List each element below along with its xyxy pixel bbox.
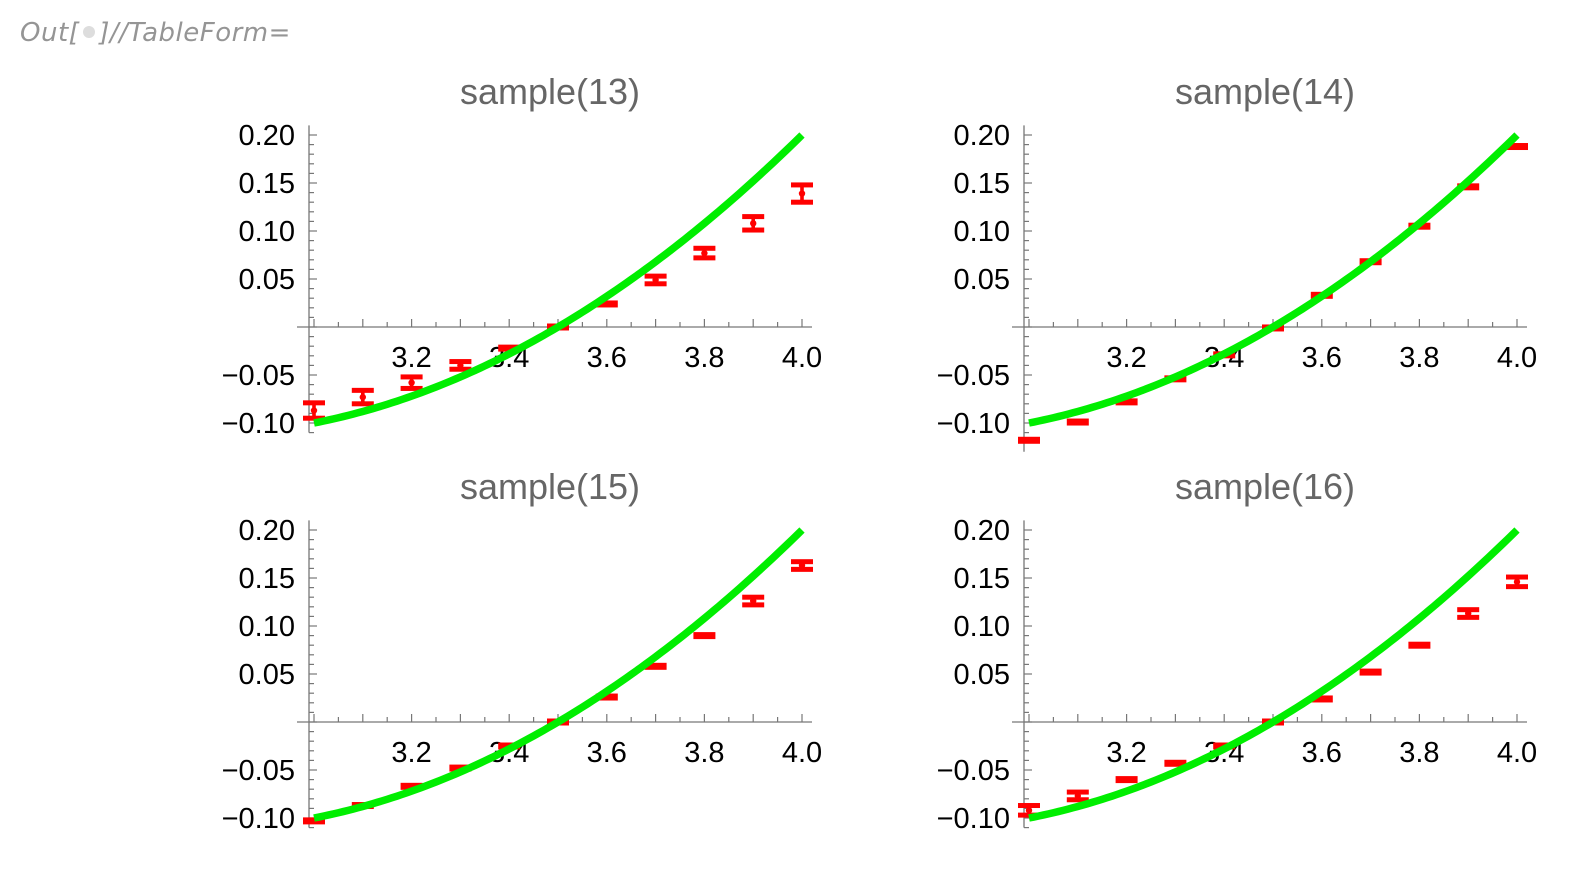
fit-curve xyxy=(313,527,805,822)
x-tick-label: 3.8 xyxy=(684,342,724,374)
y-tick-label: 0.20 xyxy=(954,120,1010,152)
chart-title: sample(16) xyxy=(1174,466,1356,507)
x-tick-label: 4.0 xyxy=(1497,342,1537,374)
error-bar-point xyxy=(1115,776,1138,784)
error-bar-point xyxy=(791,559,813,572)
y-tick-label: 0.10 xyxy=(239,611,295,643)
y-tick-label: 0.20 xyxy=(239,120,295,152)
x-tick-label: 3.2 xyxy=(391,737,431,769)
error-bar-point xyxy=(498,344,521,352)
error-bar-point xyxy=(400,782,423,790)
error-bar-point xyxy=(400,374,423,391)
error-bar-point xyxy=(1066,789,1089,803)
error-bar-point xyxy=(303,817,325,825)
y-tick-label: 0.05 xyxy=(239,659,295,691)
y-tick-label: 0.15 xyxy=(954,168,1010,200)
error-bar-point xyxy=(742,214,765,233)
y-tick-label: 0.05 xyxy=(954,264,1010,296)
y-tick-label: 0.05 xyxy=(954,659,1010,691)
error-bar-point xyxy=(791,182,813,205)
data-points xyxy=(303,182,813,421)
x-tick-label: 3.2 xyxy=(1106,737,1146,769)
x-tick-label: 3.6 xyxy=(1302,342,1342,374)
data-points xyxy=(1018,143,1528,444)
out-suffix: ]//TableForm= xyxy=(99,18,291,48)
y-tick-label: −0.05 xyxy=(937,360,1010,392)
error-bar-point xyxy=(595,693,618,701)
y-tick-label: −0.10 xyxy=(937,408,1010,440)
error-bar-point xyxy=(1115,398,1138,406)
fit-curve xyxy=(1028,132,1520,427)
x-tick-label: 3.8 xyxy=(684,737,724,769)
error-bar-point xyxy=(1164,759,1187,767)
error-bar-point xyxy=(644,662,667,670)
error-bar-point xyxy=(1310,695,1333,703)
fit-curve xyxy=(313,132,805,427)
y-tick-label: −0.10 xyxy=(222,803,295,835)
data-points xyxy=(303,559,813,825)
y-tick-label: −0.10 xyxy=(937,803,1010,835)
chart-title: sample(15) xyxy=(459,466,641,507)
output-cell-label: Out[ ]//TableForm= xyxy=(20,18,291,48)
x-tick-label: 4.0 xyxy=(782,737,822,769)
x-tick-label: 3.2 xyxy=(391,342,431,374)
y-tick-label: 0.10 xyxy=(954,216,1010,248)
x-tick-label: 3.8 xyxy=(1399,342,1439,374)
error-bar-point xyxy=(1457,183,1480,191)
chart-title: sample(13) xyxy=(459,71,641,112)
error-bar-point xyxy=(595,300,618,308)
error-bar-point xyxy=(742,594,765,608)
cell-index-placeholder-icon xyxy=(83,25,96,38)
y-tick-label: −0.05 xyxy=(222,755,295,787)
x-tick-label: 3.6 xyxy=(1302,737,1342,769)
x-tick-label: 3.6 xyxy=(587,737,627,769)
chart-panel-sample-14: sample(14) 0.20 0.15 0.10 0.05 −0.05 −0.10 3.2… xyxy=(915,65,1593,460)
y-tick-label: −0.10 xyxy=(222,408,295,440)
error-bar-point xyxy=(351,387,374,407)
error-bar-point xyxy=(1457,607,1480,620)
chart-svg: 0.200.150.100.05−0.05−0.103.23.43.63.84.… xyxy=(937,120,1537,452)
y-tick-label: 0.05 xyxy=(239,264,295,296)
chart-panel-sample-15: sample(15) 0.20 0.15 0.10 0.05 −0.05 −0.10 3.2… xyxy=(200,460,900,855)
y-tick-label: 0.15 xyxy=(239,168,295,200)
chart-panel-sample-13: sample(13) 0.20 0.15 0.10 0.05 −0.05 −0.10 3.2… xyxy=(200,65,900,460)
x-tick-label: 3.6 xyxy=(587,342,627,374)
error-bar-point xyxy=(449,359,472,372)
x-tick-label: 3.2 xyxy=(1106,342,1146,374)
out-prefix: Out[ xyxy=(20,18,80,48)
error-bar-point xyxy=(1018,436,1040,444)
error-bar-point xyxy=(693,632,716,640)
x-tick-label: 3.8 xyxy=(1399,737,1439,769)
error-bar-point xyxy=(644,273,667,287)
y-tick-label: 0.10 xyxy=(954,611,1010,643)
error-bar-point xyxy=(1506,574,1528,590)
y-tick-label: 0.10 xyxy=(239,216,295,248)
chart-title: sample(14) xyxy=(1174,71,1356,112)
error-bar-point xyxy=(693,245,716,261)
error-bar-point xyxy=(1408,641,1431,649)
x-tick-label: 4.0 xyxy=(1497,737,1537,769)
y-tick-label: 0.15 xyxy=(954,563,1010,595)
y-tick-label: −0.05 xyxy=(937,755,1010,787)
y-tick-label: 0.20 xyxy=(239,515,295,547)
fit-curve xyxy=(1028,527,1520,822)
chart-panel-sample-16: sample(16) 0.20 0.15 0.10 0.05 −0.05 −0.10 3.2… xyxy=(915,460,1593,855)
x-tick-label: 4.0 xyxy=(782,342,822,374)
error-bar-point xyxy=(303,400,325,421)
y-tick-label: 0.15 xyxy=(239,563,295,595)
axes: 0.200.150.100.05−0.05−0.103.23.43.63.84.… xyxy=(937,120,1537,452)
error-bar-point xyxy=(1066,418,1089,426)
y-tick-label: 0.20 xyxy=(954,515,1010,547)
error-bar-point xyxy=(1506,143,1528,151)
y-tick-label: −0.05 xyxy=(222,360,295,392)
error-bar-point xyxy=(1359,668,1382,676)
data-points xyxy=(1018,574,1528,818)
